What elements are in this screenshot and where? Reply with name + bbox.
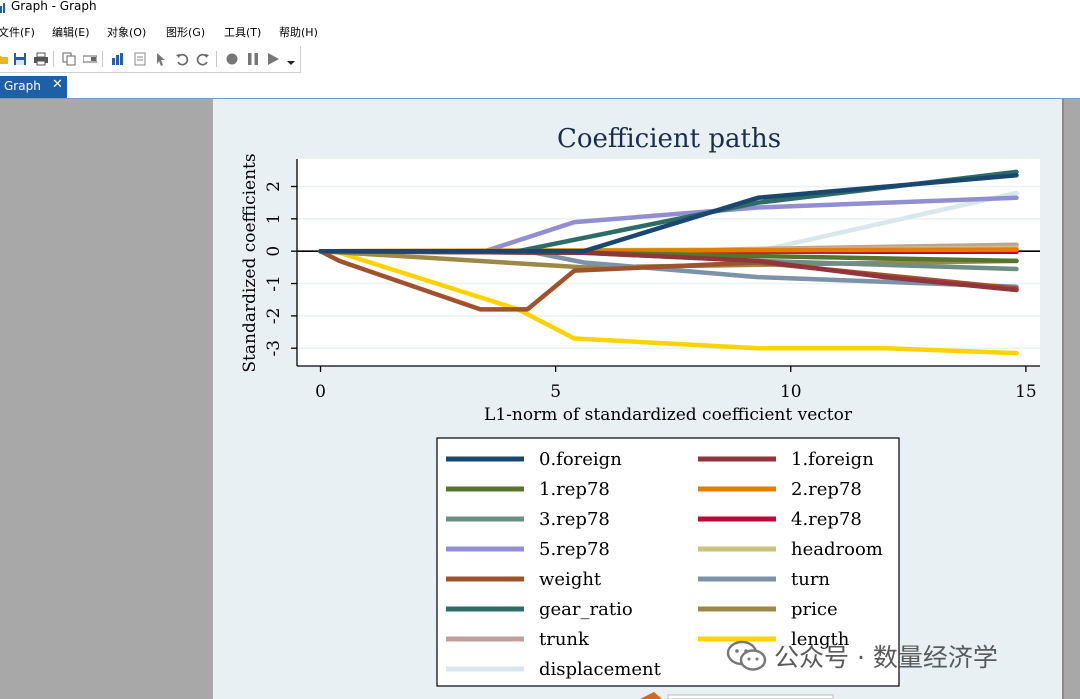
legend-label: gear_ratio — [539, 599, 633, 620]
x-tick-label: 15 — [1015, 382, 1037, 402]
legend-label: headroom — [791, 539, 883, 560]
axes — [296, 159, 1040, 367]
bottom-graphic — [640, 692, 834, 699]
legend-label: 0.foreign — [539, 449, 622, 470]
series-line-0-foreign — [318, 172, 1019, 254]
save-icon[interactable] — [13, 52, 27, 66]
data-editor-icon[interactable] — [133, 52, 147, 66]
coefficient-paths-chart: Coefficient paths 0 5 10 15 -3 -2 -1 0 1 2 L1-no… — [240, 124, 1040, 687]
graph-editor-icon[interactable] — [111, 52, 125, 66]
legend-label: weight — [539, 569, 602, 590]
play-icon[interactable] — [266, 52, 280, 66]
y-tick-label: -1 — [264, 275, 284, 292]
rename-icon[interactable] — [83, 52, 97, 66]
tab-graph[interactable]: Graph ✕ — [0, 76, 67, 98]
legend-label: 4.rep78 — [791, 509, 862, 530]
pointer-icon[interactable] — [154, 52, 168, 66]
menu-edit[interactable]: 编辑(E) — [52, 26, 90, 39]
legend-label: 1.foreign — [791, 449, 874, 470]
wechat-icon — [726, 640, 767, 671]
y-ticks: -3 -2 -1 0 1 2 — [264, 181, 297, 356]
x-ticks: 0 5 10 15 — [315, 366, 1037, 402]
menu-bar: 文件(F) 编辑(E) 对象(O) 图形(G) 工具(T) 帮助(H) — [0, 24, 1080, 44]
watermark-text: 公众号 · 数量经济学 — [774, 643, 998, 672]
menu-file[interactable]: 文件(F) — [0, 26, 35, 39]
series-lines — [318, 169, 1019, 356]
tab-label: Graph — [4, 79, 41, 93]
y-tick-label: 1 — [264, 213, 284, 224]
dropdown-arrow-icon[interactable] — [284, 52, 298, 66]
legend-label: 1.rep78 — [539, 479, 610, 500]
title-bar: Graph - Graph — [0, 0, 1080, 16]
x-tick-label: 0 — [315, 382, 326, 402]
chart-title: Coefficient paths — [557, 124, 781, 154]
legend-label: displacement — [539, 659, 662, 680]
pause-icon[interactable] — [246, 52, 260, 66]
menu-tools[interactable]: 工具(T) — [224, 26, 262, 39]
legend-label: length — [791, 629, 850, 650]
undo-icon[interactable] — [175, 52, 189, 66]
legend-label: 3.rep78 — [539, 509, 610, 530]
menu-object[interactable]: 对象(O) — [107, 26, 147, 39]
legend-label: 2.rep78 — [791, 479, 862, 500]
legend-label: 5.rep78 — [539, 539, 610, 560]
record-icon[interactable] — [225, 52, 239, 66]
copy-icon[interactable] — [62, 52, 76, 66]
menu-help[interactable]: 帮助(H) — [279, 26, 318, 39]
legend-label: trunk — [539, 629, 590, 650]
close-icon[interactable]: ✕ — [52, 77, 63, 92]
open-icon[interactable] — [0, 52, 10, 66]
redo-icon[interactable] — [196, 52, 210, 66]
y-axis-title: Standardized coefficients — [240, 153, 260, 372]
legend-label: price — [791, 599, 838, 620]
app-icon — [0, 3, 5, 13]
legend: 0.foreign 1.foreign 1.rep78 2.rep78 3.rep78 4… — [446, 449, 883, 680]
x-tick-label: 5 — [550, 382, 561, 402]
legend-box — [436, 437, 900, 687]
y-tick-label: 0 — [264, 246, 284, 257]
menu-graph[interactable]: 图形(G) — [166, 26, 206, 39]
legend-label: turn — [791, 569, 830, 590]
y-tick-label: 2 — [264, 181, 284, 192]
x-tick-label: 10 — [780, 382, 802, 402]
window-title: Graph - Graph — [11, 0, 97, 13]
toolbar — [0, 46, 301, 73]
tab-strip: Graph ✕ — [0, 76, 1080, 99]
x-axis-title: L1-norm of standardized coefficient vect… — [484, 405, 853, 425]
y-tick-label: -3 — [264, 340, 284, 357]
watermark: 公众号 · 数量经济学 — [726, 638, 1056, 678]
y-tick-label: -2 — [264, 308, 284, 325]
page-shadow — [1062, 99, 1064, 699]
print-icon[interactable] — [34, 52, 48, 66]
